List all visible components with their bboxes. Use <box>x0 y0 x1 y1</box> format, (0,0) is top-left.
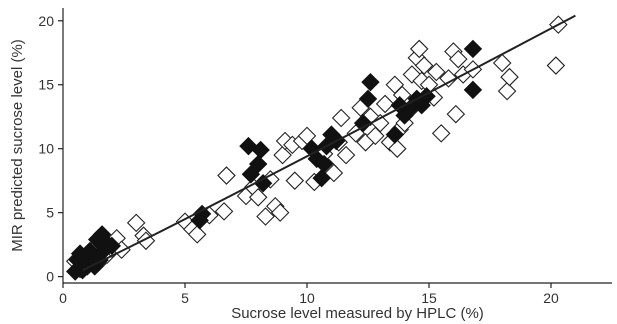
x-axis-ticks: 0 5 10 15 20 <box>59 283 559 306</box>
axes: 0 5 10 15 20 0 5 10 15 20 Sucrose level measured… <box>9 8 612 322</box>
y-tick-label: 5 <box>46 205 54 221</box>
open-diamond-point <box>248 188 268 207</box>
x-tick-label: 15 <box>421 290 437 306</box>
open-diamond-point <box>427 62 446 82</box>
open-diamond-point <box>187 225 207 244</box>
open-diamond-point <box>388 139 407 158</box>
open-diamond-point <box>500 67 519 87</box>
open-diamond-point <box>336 145 356 165</box>
open-diamond-point <box>449 49 468 69</box>
open-diamond-point <box>256 207 275 226</box>
x-tick-label: 0 <box>59 290 67 306</box>
y-tick-label: 20 <box>38 13 54 29</box>
filled-diamond-point <box>253 174 273 193</box>
x-tick-label: 20 <box>543 290 559 306</box>
open-diamond-point <box>439 69 458 88</box>
y-tick-label: 0 <box>46 269 54 285</box>
filled-diamond-point <box>251 140 270 160</box>
fit-line <box>82 14 576 272</box>
open-diamond-point <box>446 104 466 124</box>
x-tick-label: 5 <box>181 290 189 306</box>
filled-diamond-point <box>361 72 380 92</box>
filled-diamond-point <box>463 39 483 59</box>
open-diamond-point <box>546 56 566 75</box>
filled-diamond-point <box>385 125 405 144</box>
filled-diamond-point <box>312 168 331 188</box>
filled-diamond-point <box>358 89 378 109</box>
open-diamond-point <box>497 81 517 101</box>
filled-diamond-point <box>248 154 268 174</box>
y-axis-ticks: 0 5 10 15 20 <box>38 13 63 285</box>
open-diamond-point <box>217 166 236 185</box>
filled-diamond-point <box>192 204 212 224</box>
filled-diamond-point <box>353 113 373 133</box>
y-axis-title: MIR predicted sucrose level (%) <box>9 39 26 252</box>
open-diamond-point <box>431 124 451 143</box>
y-tick-label: 15 <box>38 77 54 93</box>
open-diamond-point <box>285 171 305 190</box>
open-diamond-point <box>214 202 234 221</box>
y-tick-label: 10 <box>38 141 54 157</box>
x-tick-label: 10 <box>299 290 315 306</box>
x-axis-title: Sucrose level measured by HPLC (%) <box>231 305 484 322</box>
open-diamond-point <box>409 39 429 59</box>
filled-diamond-point <box>102 236 122 256</box>
open-diamond-point <box>270 203 290 222</box>
plot-area <box>65 14 576 281</box>
open-diamond-point <box>492 53 512 73</box>
open-diamond-point <box>331 108 351 128</box>
open-diamond-point <box>375 94 395 114</box>
filled-diamond-point <box>463 80 483 100</box>
filled-diamond-point <box>314 154 334 174</box>
open-diamond-point <box>414 56 434 75</box>
open-diamond-point <box>273 145 292 165</box>
open-diamond-point <box>126 213 146 233</box>
